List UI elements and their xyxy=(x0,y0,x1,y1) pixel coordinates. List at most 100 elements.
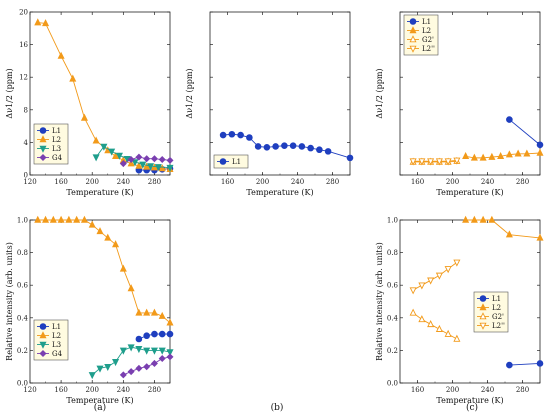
y-tick-label: 0.0 xyxy=(17,380,28,388)
x-tick-label: 240 xyxy=(481,178,494,186)
legend-marker xyxy=(479,322,487,330)
legend-label: L1 xyxy=(52,127,61,135)
data-point xyxy=(219,131,227,139)
data-point xyxy=(536,141,544,149)
x-tick-label: 160 xyxy=(54,386,67,394)
data-point xyxy=(143,162,151,170)
data-point xyxy=(112,240,120,248)
series-L2'' xyxy=(409,157,461,166)
data-point xyxy=(281,142,288,149)
y-tick-label: 20 xyxy=(19,9,28,17)
data-point xyxy=(418,315,426,323)
y-axis-label: Δν1/2 (ppm) xyxy=(185,68,194,118)
y-tick-label: 4 xyxy=(24,139,29,147)
legend-marker xyxy=(39,341,47,349)
series-line xyxy=(37,219,171,324)
data-point xyxy=(100,143,108,151)
series-line xyxy=(509,119,541,146)
series-L2'' xyxy=(409,259,461,295)
subplot-label-c: (c) xyxy=(466,402,478,413)
x-axis-label: Temperature (K) xyxy=(66,188,133,197)
data-point xyxy=(135,161,143,169)
x-tick-label: 280 xyxy=(516,386,529,394)
x-tick-label: 200 xyxy=(446,386,459,394)
data-point xyxy=(427,277,435,285)
data-point xyxy=(427,320,435,328)
data-point xyxy=(49,215,57,223)
legend-marker xyxy=(409,26,417,34)
legend-marker xyxy=(39,135,47,143)
data-point xyxy=(470,153,478,161)
x-axis-label: Temperature (K) xyxy=(436,396,503,405)
x-tick-label: 120 xyxy=(23,178,36,186)
y-tick-label: 0.8 xyxy=(17,249,28,257)
data-point xyxy=(536,233,544,241)
data-point xyxy=(119,347,127,355)
data-point xyxy=(143,308,151,316)
data-point xyxy=(418,282,426,290)
legend-marker xyxy=(219,158,227,165)
y-tick-label: 0.6 xyxy=(387,282,399,290)
y-tick-label: 16 xyxy=(19,41,28,49)
legend-label: G4 xyxy=(52,154,63,162)
data-point xyxy=(462,151,470,160)
panel-a-bottom: 120 160 200 240 280 0.0 0.2 0.4 0.6 0.8 1.0 Tempera… xyxy=(5,215,174,405)
data-point xyxy=(316,146,323,154)
data-point xyxy=(158,311,166,319)
data-point xyxy=(536,148,544,156)
y-axis-label: Relative intensity (arb. units) xyxy=(375,242,384,361)
data-point xyxy=(166,318,174,326)
data-point xyxy=(324,148,332,155)
data-point xyxy=(131,159,139,167)
x-tick-label: 160 xyxy=(221,178,234,186)
data-point xyxy=(92,154,100,162)
y-tick-label: 1.0 xyxy=(387,217,398,225)
series-L1 xyxy=(219,130,354,162)
data-point xyxy=(166,353,174,361)
panel-c-bottom: 160 200 240 280 0.0 0.2 0.4 0.6 0.8 1.0 Temperatur… xyxy=(375,215,544,405)
y-axis-label: Δν1/2 (ppm) xyxy=(375,68,384,118)
data-point xyxy=(147,163,155,171)
y-tick-label: 0.2 xyxy=(17,347,28,355)
data-point xyxy=(88,220,96,228)
series-L2 xyxy=(462,148,544,161)
legend-label: G2' xyxy=(422,36,434,44)
legend-label: L3 xyxy=(52,341,61,349)
data-point xyxy=(453,334,461,342)
legend-box xyxy=(33,319,69,361)
legend-label: L2'' xyxy=(492,322,505,330)
y-tick-label: 0 xyxy=(24,172,28,180)
data-point xyxy=(139,161,147,169)
data-point xyxy=(505,230,513,238)
legend-label: L1 xyxy=(492,295,501,303)
data-point xyxy=(34,215,42,223)
data-point xyxy=(143,332,150,340)
legend: L1 xyxy=(213,154,249,169)
data-point xyxy=(462,215,470,223)
series-line xyxy=(509,362,541,366)
data-point xyxy=(135,364,143,372)
data-point xyxy=(115,152,123,160)
data-point xyxy=(154,164,162,172)
data-point xyxy=(346,154,354,162)
legend-label: G4 xyxy=(52,350,63,358)
series-G4 xyxy=(119,153,174,168)
data-point xyxy=(108,148,116,156)
y-tick-label: 8 xyxy=(24,106,28,114)
x-tick-label: 280 xyxy=(516,178,529,186)
data-point xyxy=(497,151,505,160)
legend-marker xyxy=(479,295,487,302)
data-point xyxy=(135,346,143,354)
data-point xyxy=(42,19,50,27)
data-point xyxy=(127,284,135,292)
x-tick-label: 280 xyxy=(326,178,339,186)
data-point xyxy=(96,227,104,235)
x-tick-label: 240 xyxy=(117,386,130,394)
x-tick-label: 120 xyxy=(23,386,36,394)
data-point xyxy=(289,142,297,149)
y-tick-label: 0.6 xyxy=(17,282,29,290)
x-tick-label: 240 xyxy=(291,178,304,186)
